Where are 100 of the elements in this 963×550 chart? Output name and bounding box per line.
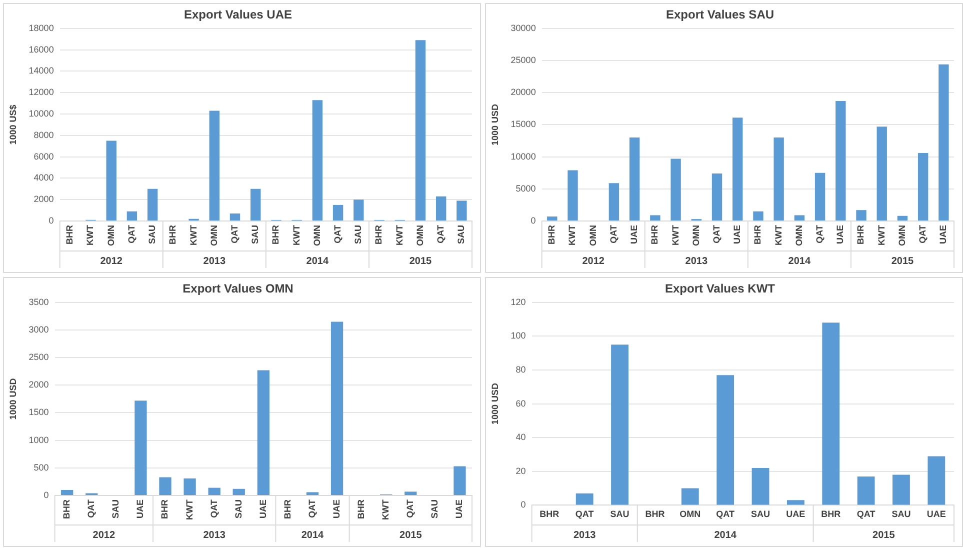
text: 2013 bbox=[573, 530, 596, 541]
y-tick-label: 1000 bbox=[28, 434, 49, 445]
x-tick-label: BHR bbox=[821, 509, 842, 520]
bar bbox=[159, 477, 172, 496]
y-tick-label: 40 bbox=[516, 432, 526, 442]
bar bbox=[836, 100, 846, 221]
x-tick-label: KWT bbox=[394, 224, 404, 246]
x-tick-label: QAT bbox=[332, 224, 343, 244]
x-tick-label: SAU bbox=[110, 500, 121, 519]
bar bbox=[209, 110, 220, 221]
text: 2014 bbox=[714, 530, 737, 541]
bar bbox=[456, 200, 467, 221]
y-tick-label: 14000 bbox=[28, 66, 54, 76]
x-tick-label: UAE bbox=[454, 500, 464, 519]
x-tick-label: BHR bbox=[168, 224, 178, 245]
y-tick-label: 30000 bbox=[510, 22, 536, 33]
x-tick-label: BHR bbox=[64, 224, 75, 245]
y-tick-label: 0 bbox=[520, 500, 526, 510]
x-tick-label: BHR bbox=[752, 224, 763, 245]
y-tick-label: 2500 bbox=[28, 352, 49, 362]
x-tick-label: OMN bbox=[794, 225, 804, 246]
text: 2014 bbox=[301, 530, 324, 541]
x-tick-label: QAT bbox=[814, 224, 825, 244]
x-tick-label: BHR bbox=[282, 499, 292, 520]
bar bbox=[415, 40, 426, 221]
y-tick-label: 120 bbox=[510, 296, 526, 307]
bar bbox=[753, 211, 764, 221]
bar bbox=[61, 490, 74, 496]
y-tick-label: 20 bbox=[516, 466, 526, 476]
text: 2012 bbox=[582, 256, 605, 267]
y-tick-label: 25000 bbox=[510, 54, 536, 65]
bar bbox=[822, 322, 840, 505]
y-tick-label: 20000 bbox=[510, 87, 536, 98]
bar bbox=[454, 466, 466, 496]
chart-title: Export Values SAU bbox=[666, 8, 774, 22]
bar bbox=[147, 188, 158, 221]
x-tick-label: SAU bbox=[456, 225, 466, 244]
x-tick-label: UAE bbox=[629, 225, 640, 244]
bar bbox=[856, 210, 866, 221]
x-tick-label: OMN bbox=[106, 225, 116, 246]
y-tick-label: 5000 bbox=[516, 183, 536, 194]
y-tick-label: 2000 bbox=[34, 194, 54, 204]
x-tick-label: BHR bbox=[546, 224, 557, 245]
bar bbox=[938, 64, 949, 221]
bar bbox=[918, 152, 928, 221]
bar bbox=[232, 488, 245, 496]
text: 2012 bbox=[92, 530, 116, 541]
y-tick-label: 1500 bbox=[28, 407, 49, 418]
bar bbox=[794, 215, 805, 221]
x-tick-label: OMN bbox=[208, 225, 219, 246]
x-tick-label: UAE bbox=[786, 509, 806, 520]
x-tick-label: UAE bbox=[835, 225, 846, 244]
y-tick-label: 80 bbox=[516, 364, 526, 374]
y-tick-label: 6000 bbox=[34, 151, 54, 162]
y-tick-label: 16000 bbox=[28, 44, 54, 54]
bar bbox=[681, 488, 699, 505]
bar bbox=[332, 204, 344, 221]
bar bbox=[354, 200, 364, 221]
bar bbox=[857, 476, 875, 505]
chart-title: Export Values UAE bbox=[184, 8, 292, 22]
y-tick-label: 100 bbox=[510, 330, 526, 341]
bar bbox=[611, 344, 628, 505]
x-tick-label: BHR bbox=[856, 224, 866, 245]
text: 2015 bbox=[872, 530, 896, 541]
bar bbox=[897, 216, 908, 221]
y-tick-label: 500 bbox=[34, 462, 49, 472]
bar bbox=[106, 140, 116, 221]
x-tick-label: UAE bbox=[938, 225, 948, 244]
x-tick-label: KWT bbox=[85, 224, 96, 246]
x-tick-label: KWT bbox=[876, 224, 886, 246]
y-tick-label: 0 bbox=[530, 215, 536, 226]
bar bbox=[928, 456, 946, 505]
bar bbox=[576, 493, 594, 505]
x-tick-label: SAU bbox=[610, 509, 630, 520]
bar bbox=[126, 211, 138, 221]
x-tick-label: UAE bbox=[926, 509, 946, 520]
x-tick-label: SAU bbox=[353, 225, 364, 244]
y-tick-label: 0 bbox=[44, 490, 49, 500]
x-tick-label: BHR bbox=[374, 224, 384, 245]
bar bbox=[629, 138, 640, 221]
x-tick-label: QAT bbox=[608, 224, 618, 244]
y-axis-title: 1000 USD bbox=[8, 378, 18, 420]
y-tick-label: 15000 bbox=[510, 119, 536, 130]
y-axis-title: 1000 USD bbox=[490, 382, 500, 425]
bar bbox=[330, 322, 344, 496]
x-tick-label: KWT bbox=[188, 224, 198, 246]
bar bbox=[257, 370, 270, 496]
y-axis-title: 1000 USD bbox=[490, 103, 500, 146]
x-tick-label: UAE bbox=[135, 500, 146, 519]
x-tick-label: KWT bbox=[184, 499, 194, 520]
x-tick-label: BHR bbox=[356, 499, 366, 520]
x-tick-label: KWT bbox=[773, 224, 784, 246]
bar bbox=[716, 375, 734, 505]
x-tick-label: QAT bbox=[918, 224, 928, 244]
y-axis-title: 1000 US$ bbox=[8, 104, 18, 145]
text: 2012 bbox=[100, 256, 123, 267]
text: 2013 bbox=[203, 530, 226, 541]
x-tick-label: QAT bbox=[306, 499, 317, 518]
text: 2013 bbox=[685, 256, 708, 267]
x-tick-label: OMN bbox=[312, 225, 322, 246]
